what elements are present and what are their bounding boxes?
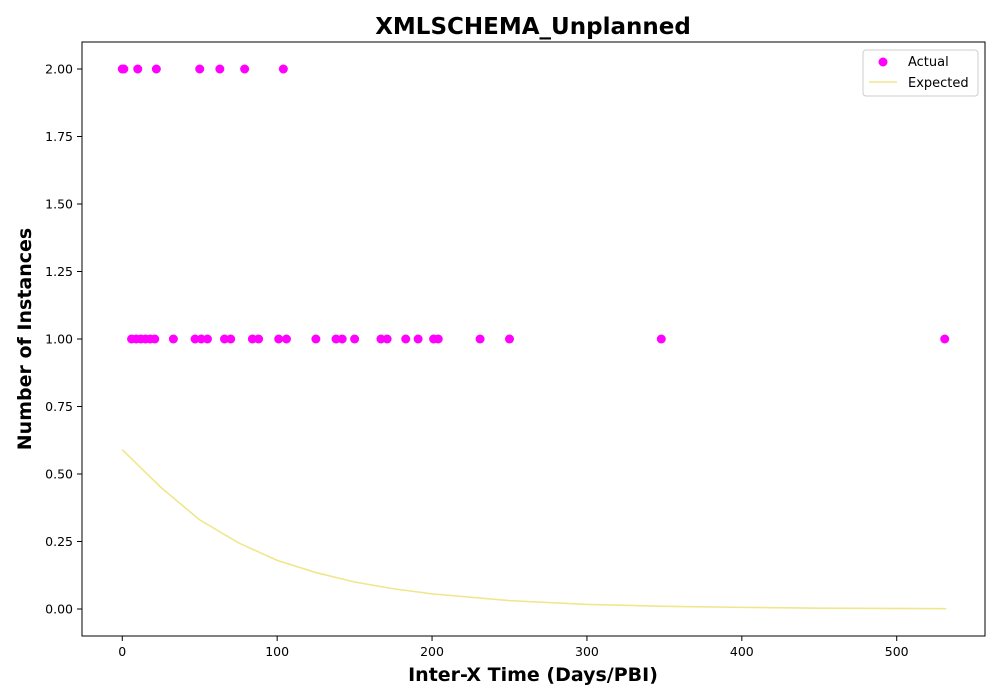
x-axis-ticks: 0 100 200 300 400 500 <box>118 636 909 659</box>
actual-point <box>504 334 514 344</box>
actual-point <box>433 334 443 344</box>
actual-point <box>413 334 423 344</box>
actual-point <box>401 334 411 344</box>
x-axis-label: Inter-X Time (Days/PBI) <box>408 664 658 686</box>
actual-point <box>215 64 225 74</box>
actual-point <box>311 334 321 344</box>
actual-point <box>656 334 666 344</box>
actual-point <box>219 334 229 344</box>
legend-actual-marker <box>878 57 888 67</box>
actual-point <box>331 334 341 344</box>
actual-point <box>196 334 206 344</box>
legend-box <box>862 49 979 97</box>
actual-point <box>202 334 212 344</box>
y-tick-label: 0.25 <box>45 534 73 549</box>
actual-point <box>350 334 360 344</box>
actual-point <box>226 334 236 344</box>
expected-series <box>121 449 947 610</box>
plot-frame <box>81 41 986 637</box>
chart-title: XMLSCHEMA_Unplanned <box>375 14 691 40</box>
expected-line <box>121 449 947 610</box>
actual-point <box>195 64 205 74</box>
x-tick-label: 500 <box>885 644 909 659</box>
y-axis-ticks: 0.00 0.25 0.50 0.75 1.00 1.25 1.50 1.75 2.00 <box>45 62 82 617</box>
legend: Actual Expected <box>862 49 979 97</box>
actual-point <box>151 64 161 74</box>
y-tick-label: 1.25 <box>45 264 73 279</box>
actual-point <box>150 334 160 344</box>
legend-actual-label: Actual <box>908 55 949 70</box>
actual-point <box>190 334 200 344</box>
plot-area <box>117 64 950 610</box>
actual-point <box>119 64 129 74</box>
actual-point <box>382 334 392 344</box>
x-tick-label: 200 <box>420 644 444 659</box>
actual-point <box>475 334 485 344</box>
y-tick-label: 1.00 <box>45 332 73 347</box>
actual-point <box>133 64 143 74</box>
y-tick-label: 0.75 <box>45 399 73 414</box>
actual-point <box>376 334 386 344</box>
y-tick-label: 1.75 <box>45 129 73 144</box>
actual-series <box>117 64 950 344</box>
actual-point <box>254 334 264 344</box>
actual-point <box>168 334 178 344</box>
x-tick-label: 300 <box>575 644 599 659</box>
x-tick-label: 0 <box>118 644 126 659</box>
x-tick-label: 400 <box>730 644 754 659</box>
actual-point <box>278 64 288 74</box>
y-tick-label: 0.50 <box>45 467 73 482</box>
actual-point <box>247 334 257 344</box>
actual-point <box>281 334 291 344</box>
y-tick-label: 2.00 <box>45 62 73 77</box>
actual-point <box>940 334 950 344</box>
actual-point <box>337 334 347 344</box>
y-axis-label: Number of Instances <box>14 228 36 450</box>
x-tick-label: 100 <box>265 644 289 659</box>
legend-expected-label: Expected <box>908 76 969 91</box>
actual-point <box>274 334 284 344</box>
y-tick-label: 1.50 <box>45 197 73 212</box>
y-tick-label: 0.00 <box>45 602 73 617</box>
actual-point <box>240 64 250 74</box>
